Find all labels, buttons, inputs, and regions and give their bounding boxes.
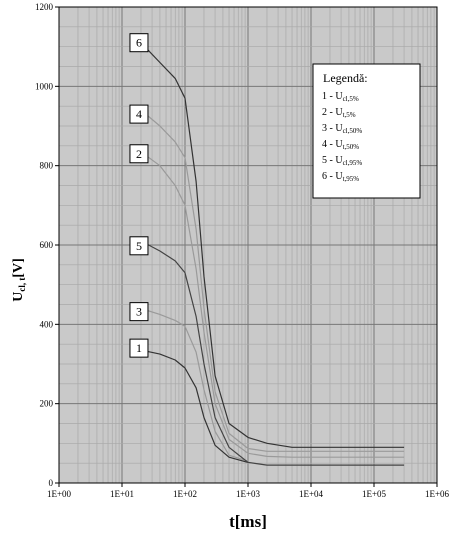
series-line-5 [140, 240, 405, 466]
legend-entry: 3 - Ucl,50% [322, 123, 362, 135]
y-tick-label: 0 [49, 478, 54, 488]
curve-label-box [129, 144, 149, 164]
series-group [140, 42, 405, 466]
legend-entry: 2 - Ut,5% [322, 107, 356, 119]
x-tick-label: 1E+05 [362, 489, 387, 499]
curve-label: 6 [136, 36, 142, 50]
legend-entry-subscript: t,50% [343, 143, 360, 151]
curve-label: 5 [136, 239, 142, 253]
legend-box [312, 63, 421, 199]
y-axis-title-main: U [11, 292, 26, 302]
curve-label-box [129, 104, 149, 124]
legend-entry-subscript: t,95% [343, 175, 360, 183]
legend-entry: 1 - Ucl,5% [322, 91, 359, 103]
legend-entry: 6 - Ut,95% [322, 171, 359, 183]
legend-entry-subscript: cl,50% [343, 127, 363, 135]
legend-entry-prefix: 5 - U [322, 155, 343, 166]
x-axis-title: t[ms] [229, 512, 267, 531]
legend-entry: 4 - Ut,50% [322, 139, 359, 151]
legend-entry-prefix: 4 - U [322, 139, 343, 150]
curve-label-box [129, 302, 149, 322]
legend-entry: 5 - Ucl,95% [322, 155, 362, 167]
curve-label: 1 [136, 341, 142, 355]
legend-entry-prefix: 2 - U [322, 107, 343, 118]
series-line-3 [140, 307, 249, 462]
legend: Legendă: 1 - Ucl,5%2 - Ut,5%3 - Ucl,50%4… [312, 63, 421, 199]
x-tick-label: 1E+02 [173, 489, 197, 499]
curve-label: 4 [136, 107, 142, 121]
legend-entries: 1 - Ucl,5%2 - Ut,5%3 - Ucl,50%4 - Ut,50%… [322, 91, 362, 183]
legend-entry-subscript: cl,5% [343, 95, 359, 103]
x-axis-ticks: 1E+00 1E+01 1E+02 1E+03 1E+04 1E+05 1E+06 [47, 483, 450, 499]
legend-entry-prefix: 1 - U [322, 91, 343, 102]
x-tick-label: 1E+01 [110, 489, 134, 499]
series-line-6 [140, 42, 405, 448]
y-tick-label: 200 [40, 399, 54, 409]
curve-labels: 1 2 3 4 5 6 [129, 33, 149, 358]
legend-entry-prefix: 3 - U [322, 123, 343, 134]
y-tick-label: 400 [40, 319, 54, 329]
grid [59, 7, 437, 483]
y-axis-title-sub: cl, t [17, 278, 27, 292]
x-tick-label: 1E+06 [425, 489, 450, 499]
curve-label-box [129, 236, 149, 256]
legend-entry-prefix: 6 - U [322, 171, 343, 182]
y-axis-title: Ucl, t[V] [11, 258, 27, 302]
legend-entry-subscript: t,5% [343, 111, 356, 119]
y-axis-title-unit: [V] [11, 258, 26, 277]
y-tick-label: 800 [40, 161, 54, 171]
series-line-2 [140, 151, 405, 458]
y-tick-label: 1200 [35, 2, 54, 12]
curve-label-box [129, 338, 149, 358]
legend-title: Legendă: [323, 71, 368, 85]
y-axis-ticks: 0 200 400 600 800 1000 1200 [35, 2, 59, 488]
x-tick-label: 1E+00 [47, 489, 72, 499]
y-tick-label: 600 [40, 240, 54, 250]
series-line-1 [140, 349, 249, 463]
y-tick-label: 1000 [35, 81, 54, 91]
x-tick-label: 1E+04 [299, 489, 324, 499]
curve-label-box [129, 33, 149, 53]
legend-entry-subscript: cl,95% [343, 159, 363, 167]
x-tick-label: 1E+03 [236, 489, 261, 499]
curve-label: 3 [136, 305, 142, 319]
series-line-4 [140, 109, 405, 452]
curve-label: 2 [136, 147, 142, 161]
